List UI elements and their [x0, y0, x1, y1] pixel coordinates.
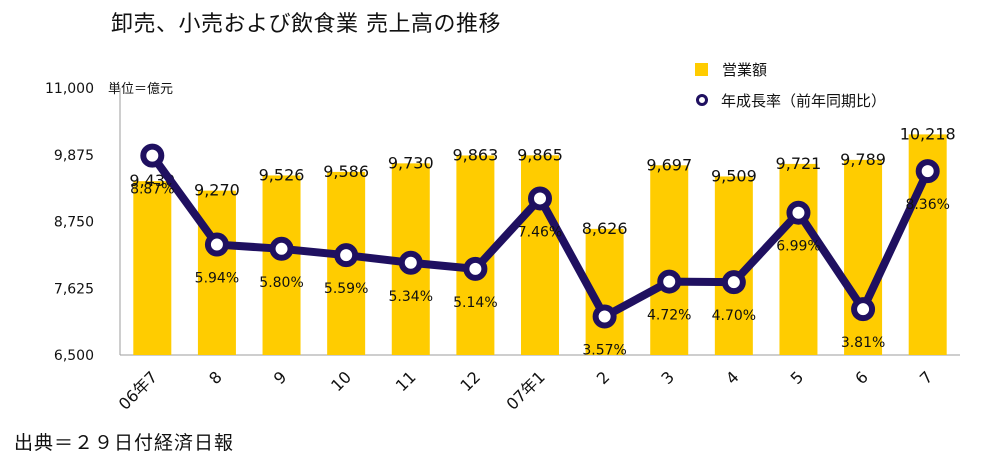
bar [197, 190, 236, 355]
source-note: 出典＝２９日付経済日報 [14, 432, 235, 454]
bar [844, 159, 883, 355]
growth-value-label: 3.57% [582, 342, 626, 358]
legend-line-marker [696, 94, 708, 106]
growth-value-label: 4.70% [712, 308, 756, 324]
bar-value-label: 9,789 [840, 150, 886, 169]
growth-value-label: 5.14% [453, 295, 497, 311]
bar [521, 155, 559, 355]
growth-point [204, 232, 229, 257]
legend: 営業額 年成長率（前年同期比） [695, 58, 886, 120]
bar-value-label: 9,721 [776, 154, 822, 173]
growth-point [851, 297, 876, 322]
y-tick-labels: 11,000 9,875 8,750 7,625 6,500 [45, 81, 94, 364]
growth-point [528, 186, 552, 211]
x-category-label: 9 [270, 367, 291, 388]
bar-value-label: 10,218 [900, 124, 956, 143]
x-category-label: 7 [916, 367, 937, 388]
growth-value-labels: 8.87% 5.94% 5.80% 5.59% 5.34% 5.14% 7.46% 3.57%… [130, 182, 950, 359]
bar [133, 181, 172, 355]
growth-value-label: 8.87% [130, 182, 174, 198]
x-category-label: 6 [851, 367, 872, 388]
growth-point [269, 236, 294, 261]
growth-value-label: 5.80% [259, 275, 303, 291]
bar-value-label: 8,626 [582, 219, 628, 238]
x-category-label: 06年7 [115, 367, 161, 413]
growth-value-label: 6.99% [776, 239, 820, 255]
growth-value-label: 4.72% [647, 308, 691, 324]
bar-value-label: 9,526 [259, 165, 305, 184]
x-category-label: 12 [456, 367, 484, 395]
bar-value-label: 9,863 [452, 145, 498, 164]
growth-point [915, 159, 940, 184]
legend-line-label: 年成長率（前年同期比） [721, 91, 887, 110]
bar-series [133, 134, 947, 355]
bar-value-label: 9,730 [388, 153, 434, 172]
bar [650, 165, 689, 355]
growth-point [786, 200, 811, 225]
bar-value-label: 9,509 [711, 166, 757, 185]
y-tick-label: 6,500 [54, 348, 94, 364]
growth-value-label: 3.81% [841, 335, 885, 351]
growth-value-label: 5.59% [324, 281, 368, 297]
growth-point [398, 250, 423, 275]
bar-value-label: 9,586 [323, 162, 369, 181]
growth-value-label: 7.46% [518, 224, 562, 240]
legend-item-line: 年成長率（前年同期比） [695, 89, 886, 111]
chart-title: 卸売、小売および飲食業 売上高の推移 [111, 12, 501, 37]
x-category-label: 4 [722, 367, 743, 388]
growth-line-series [140, 143, 940, 329]
x-category-label: 10 [327, 367, 355, 395]
x-category-label: 8 [205, 367, 226, 388]
growth-point [721, 270, 746, 295]
growth-value-label: 8.36% [905, 197, 949, 213]
bar-value-label: 9,865 [517, 145, 563, 164]
growth-point [140, 143, 165, 168]
y-tick-label: 8,750 [54, 215, 94, 231]
y-tick-label: 7,625 [54, 281, 94, 297]
bar-value-label: 9,697 [646, 155, 692, 174]
x-category-label: 5 [787, 367, 808, 388]
growth-value-label: 5.34% [389, 289, 433, 305]
growth-point [463, 256, 488, 281]
growth-value-label: 5.94% [195, 271, 239, 287]
y-tick-label: 9,875 [54, 148, 94, 164]
bar [262, 175, 301, 355]
bar [779, 163, 818, 355]
legend-bar-swatch [695, 62, 708, 76]
x-category-label: 3 [657, 367, 678, 388]
growth-point [334, 243, 359, 268]
legend-bar-label: 営業額 [722, 60, 768, 79]
legend-item-bar: 営業額 [695, 58, 886, 80]
x-category-label: 07年1 [502, 367, 548, 413]
growth-point [592, 304, 617, 329]
y-tick-label: 11,000 [45, 81, 94, 97]
x-category-label: 2 [593, 367, 614, 388]
bar-value-label: 9,270 [194, 181, 240, 200]
unit-label: 単位＝億元 [108, 82, 174, 97]
x-category-labels: 06年7 8 9 10 11 12 07年1 2 3 4 5 6 7 [115, 367, 937, 413]
growth-point [657, 269, 682, 294]
x-category-label: 11 [392, 367, 420, 395]
